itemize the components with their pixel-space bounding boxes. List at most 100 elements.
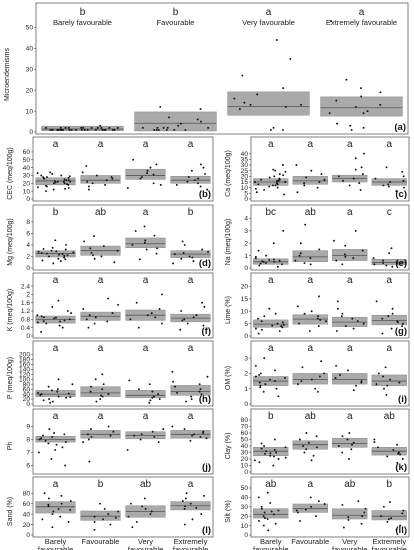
data-point: [340, 315, 343, 318]
significance-letter: a: [53, 275, 59, 286]
y-tick-label: 20: [23, 522, 31, 529]
data-point: [323, 503, 326, 505]
data-point: [387, 185, 390, 188]
data-point: [281, 263, 283, 266]
data-point: [347, 516, 350, 519]
y-tick-label: 0: [244, 333, 248, 340]
data-point: [126, 187, 129, 189]
data-point: [82, 308, 85, 310]
data-point: [41, 259, 44, 262]
data-point: [199, 120, 202, 123]
data-point: [52, 182, 55, 185]
y-tick-label: 40: [26, 46, 34, 53]
y-tick-label: 8: [26, 437, 30, 444]
data-point: [282, 87, 285, 90]
data-point: [202, 430, 205, 433]
data-point: [318, 375, 321, 378]
data-point: [179, 122, 182, 125]
data-point: [360, 522, 363, 525]
data-point: [317, 500, 320, 503]
data-point: [200, 393, 203, 396]
data-point: [344, 253, 346, 256]
data-point: [305, 448, 308, 451]
data-point: [271, 184, 274, 187]
data-point: [48, 255, 50, 258]
data-point: [307, 441, 310, 444]
x-category-label: favourable: [253, 545, 288, 550]
data-point: [177, 124, 180, 127]
significance-letter: ab: [95, 207, 107, 218]
data-point: [140, 433, 143, 436]
x-category-label: Very: [138, 537, 153, 546]
data-point: [282, 128, 284, 131]
data-point: [314, 387, 317, 390]
data-point: [40, 174, 43, 177]
data-point: [185, 400, 188, 403]
data-point: [90, 385, 92, 388]
box-4: [371, 510, 407, 521]
data-point: [65, 243, 67, 246]
data-point: [203, 494, 206, 497]
data-point: [180, 257, 183, 260]
y-tick-label: 30: [241, 504, 249, 511]
significance-letter: a: [386, 343, 392, 354]
legend-entry: Extremely favourable: [326, 18, 397, 27]
data-point: [51, 305, 54, 308]
data-point: [386, 384, 389, 387]
data-point: [179, 328, 182, 331]
data-point: [60, 502, 63, 505]
data-point: [302, 445, 305, 447]
data-point: [52, 188, 55, 191]
data-point: [272, 126, 275, 129]
data-point: [51, 435, 54, 438]
data-point: [366, 110, 369, 113]
data-point: [352, 389, 355, 392]
data-point: [107, 425, 110, 428]
data-point: [241, 74, 244, 77]
data-point: [93, 235, 95, 238]
data-point: [346, 369, 349, 372]
data-point: [310, 310, 313, 313]
data-point: [401, 458, 404, 460]
data-point: [135, 301, 138, 304]
data-point: [128, 379, 131, 382]
data-point: [106, 320, 109, 323]
data-point: [51, 246, 54, 249]
data-point: [158, 398, 161, 400]
data-point: [132, 158, 135, 161]
data-point: [54, 181, 57, 184]
data-point: [113, 128, 116, 131]
y-tick-label: 4: [244, 216, 248, 223]
data-point: [265, 254, 268, 257]
data-point: [385, 393, 388, 396]
data-point: [181, 240, 184, 243]
data-point: [398, 381, 401, 384]
y-tick-label: 40: [23, 511, 31, 518]
significance-letter: a: [53, 479, 59, 490]
y-axis-label: Ph: [7, 442, 14, 451]
data-point: [355, 384, 357, 387]
data-point: [341, 503, 344, 506]
y-axis-label: Clay (%): [225, 433, 232, 460]
data-point: [255, 375, 257, 378]
y-tick-label: 10: [241, 463, 249, 470]
data-point: [186, 322, 189, 325]
data-point: [187, 176, 190, 178]
data-point: [185, 492, 188, 495]
data-point: [56, 180, 59, 183]
y-tick-label: 10: [241, 308, 249, 315]
data-point: [57, 128, 60, 131]
data-point: [48, 428, 51, 431]
panel-a: 0 10 20 30 40 50 Microendemisms b b a a (a) Barely f…: [4, 2, 409, 136]
y-tick-label: 1.2: [21, 308, 30, 315]
data-point: [269, 378, 271, 381]
data-point: [278, 259, 281, 262]
data-point: [83, 128, 86, 131]
data-point: [384, 366, 387, 369]
data-point: [258, 461, 261, 464]
data-point: [330, 20, 333, 23]
data-point: [101, 128, 104, 131]
data-point: [151, 430, 154, 433]
data-point: [88, 314, 91, 317]
